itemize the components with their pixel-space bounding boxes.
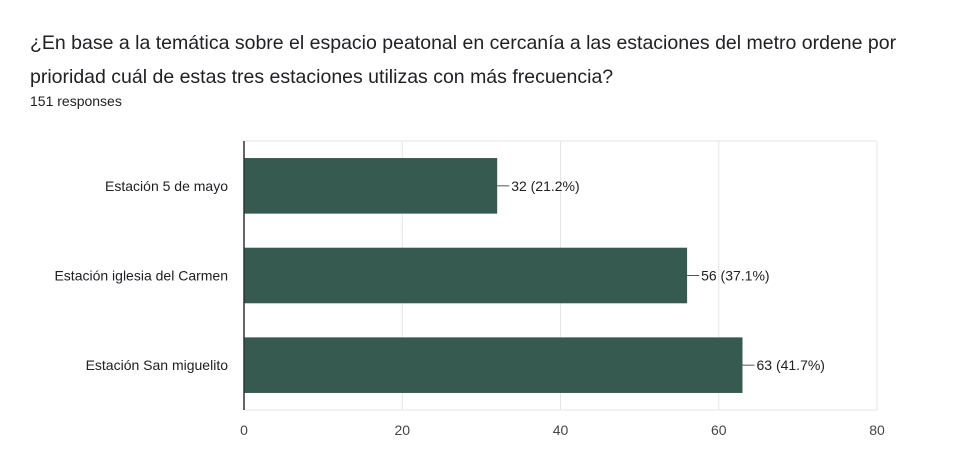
bar: [244, 337, 743, 393]
bars: [244, 158, 743, 393]
x-tick-label: 20: [394, 422, 410, 438]
bar: [244, 247, 688, 304]
labels: 0 20 40 60 80 Estación 5 de mayo 32 (21.2%) Est…: [54, 178, 885, 438]
category-label: Estación 5 de mayo: [105, 178, 228, 194]
data-label: 32 (21.2%): [511, 178, 579, 194]
category-label: Estación iglesia del Carmen: [54, 268, 228, 284]
category-label: Estación San miguelito: [86, 357, 229, 373]
x-tick-label: 60: [711, 422, 727, 438]
x-tick-label: 0: [240, 422, 248, 438]
bar: [244, 158, 498, 214]
question-title: ¿En base a la temática sobre el espacio …: [30, 32, 897, 88]
x-tick-label: 80: [869, 422, 885, 438]
data-label: 63 (41.7%): [756, 357, 824, 373]
data-label: 56 (37.1%): [701, 268, 769, 284]
x-tick-label: 40: [553, 422, 569, 438]
response-count: 151 responses: [30, 93, 122, 109]
